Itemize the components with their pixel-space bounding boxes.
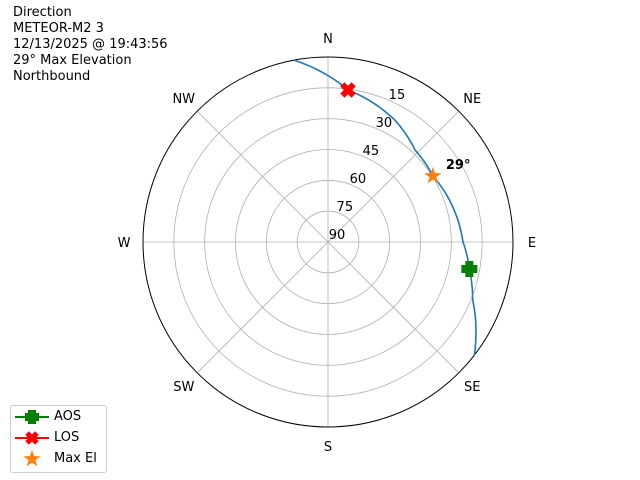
title-max-elevation: 29° Max Elevation — [13, 53, 132, 68]
direction-label: S — [324, 440, 332, 455]
max-elevation-annotation: 29° — [446, 158, 471, 173]
grid-spoke — [196, 110, 329, 243]
title-satellite: METEOR-M2 3 — [13, 21, 104, 36]
satellite-track — [293, 59, 477, 356]
direction-label: W — [118, 236, 131, 251]
direction-label: SW — [173, 380, 194, 395]
max-el-marker — [424, 166, 442, 184]
grid-spoke — [196, 241, 329, 374]
radial-tick-label: 90 — [329, 228, 346, 243]
los-legend-icon — [15, 431, 49, 445]
legend-item-max-el: Max El — [11, 449, 106, 469]
radial-tick-label: 15 — [389, 88, 406, 103]
title-direction: Direction — [13, 5, 72, 20]
title-direction-value: Northbound — [13, 69, 91, 84]
grid-spoke — [327, 241, 460, 374]
legend-item-los: LOS — [11, 428, 106, 448]
direction-label: SE — [464, 380, 480, 395]
direction-label: NE — [463, 92, 481, 107]
legend-label: LOS — [54, 430, 80, 445]
direction-label: NW — [172, 92, 195, 107]
legend-item-aos: AOS — [11, 407, 106, 427]
grid-spoke — [327, 110, 460, 243]
radial-tick-label: 45 — [363, 144, 380, 159]
direction-label: N — [323, 32, 333, 47]
radial-tick-label: 30 — [376, 116, 393, 131]
aos-marker — [461, 260, 478, 277]
aos-legend-icon — [15, 410, 49, 424]
los-marker — [340, 82, 356, 98]
title-datetime: 12/13/2025 @ 19:43:56 — [13, 37, 168, 52]
radial-tick-label: 75 — [337, 200, 354, 215]
max-el-legend-icon — [23, 450, 41, 467]
legend: AOS LOS Max El — [10, 405, 107, 473]
direction-label: E — [528, 236, 536, 251]
polar-frame — [142, 56, 514, 428]
legend-label: AOS — [54, 409, 82, 424]
radial-tick-label: 60 — [350, 172, 367, 187]
legend-label: Max El — [54, 451, 97, 466]
